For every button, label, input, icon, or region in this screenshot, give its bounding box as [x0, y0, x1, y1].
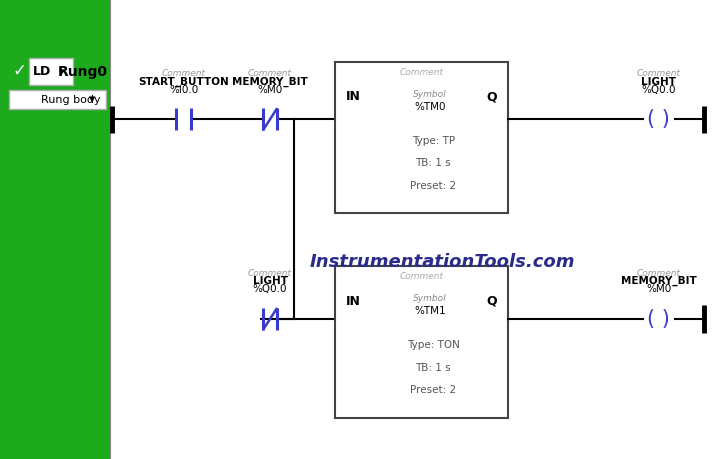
- Text: ▾: ▾: [89, 93, 95, 106]
- Text: %I0.0: %I0.0: [169, 84, 198, 95]
- Text: LIGHT: LIGHT: [642, 77, 676, 87]
- Bar: [29, 58, 73, 85]
- Text: InstrumentationTools.com: InstrumentationTools.com: [310, 252, 575, 271]
- Text: Preset: 2: Preset: 2: [410, 181, 456, 191]
- Text: TB: 1 s: TB: 1 s: [415, 158, 451, 168]
- Text: Symbol: Symbol: [413, 294, 446, 303]
- Text: ( ): ( ): [647, 109, 670, 129]
- Text: Type: TON: Type: TON: [407, 340, 460, 350]
- Text: Comment: Comment: [636, 269, 681, 278]
- Text: Comment: Comment: [248, 69, 292, 78]
- Text: %TM1: %TM1: [414, 306, 446, 316]
- Text: TB: 1 s: TB: 1 s: [415, 363, 451, 373]
- Bar: [0, 0, 110, 459]
- Text: ✓: ✓: [13, 62, 27, 80]
- Text: Comment: Comment: [248, 269, 292, 278]
- Text: Comment: Comment: [399, 272, 444, 281]
- Text: Rung0: Rung0: [58, 65, 108, 78]
- Text: Comment: Comment: [161, 69, 206, 78]
- Text: MEMORY_BIT: MEMORY_BIT: [621, 276, 697, 286]
- Text: ▾: ▾: [59, 67, 65, 77]
- Text: %Q0.0: %Q0.0: [642, 84, 676, 95]
- Text: Comment: Comment: [399, 68, 444, 77]
- Text: START_BUTTON: START_BUTTON: [138, 77, 229, 87]
- Text: IN: IN: [346, 295, 361, 308]
- Text: ( ): ( ): [647, 309, 670, 329]
- Text: Q: Q: [486, 90, 497, 103]
- Text: %M0: %M0: [257, 84, 283, 95]
- Text: MEMORY_BIT: MEMORY_BIT: [232, 77, 308, 87]
- Text: LD: LD: [32, 65, 51, 78]
- Text: %M0: %M0: [646, 284, 672, 294]
- Text: Rung body: Rung body: [41, 95, 101, 105]
- Text: LIGHT: LIGHT: [253, 276, 287, 286]
- Text: IN: IN: [346, 90, 361, 103]
- Bar: [335, 62, 508, 213]
- Text: Q: Q: [486, 295, 497, 308]
- Text: %Q0.0: %Q0.0: [253, 284, 287, 294]
- Bar: [335, 266, 508, 418]
- Text: Type: TP: Type: TP: [412, 136, 455, 146]
- Text: Symbol: Symbol: [413, 90, 446, 99]
- Bar: [9, 90, 106, 109]
- Text: Preset: 2: Preset: 2: [410, 386, 456, 395]
- Text: Comment: Comment: [636, 69, 681, 78]
- Text: %TM0: %TM0: [414, 102, 446, 112]
